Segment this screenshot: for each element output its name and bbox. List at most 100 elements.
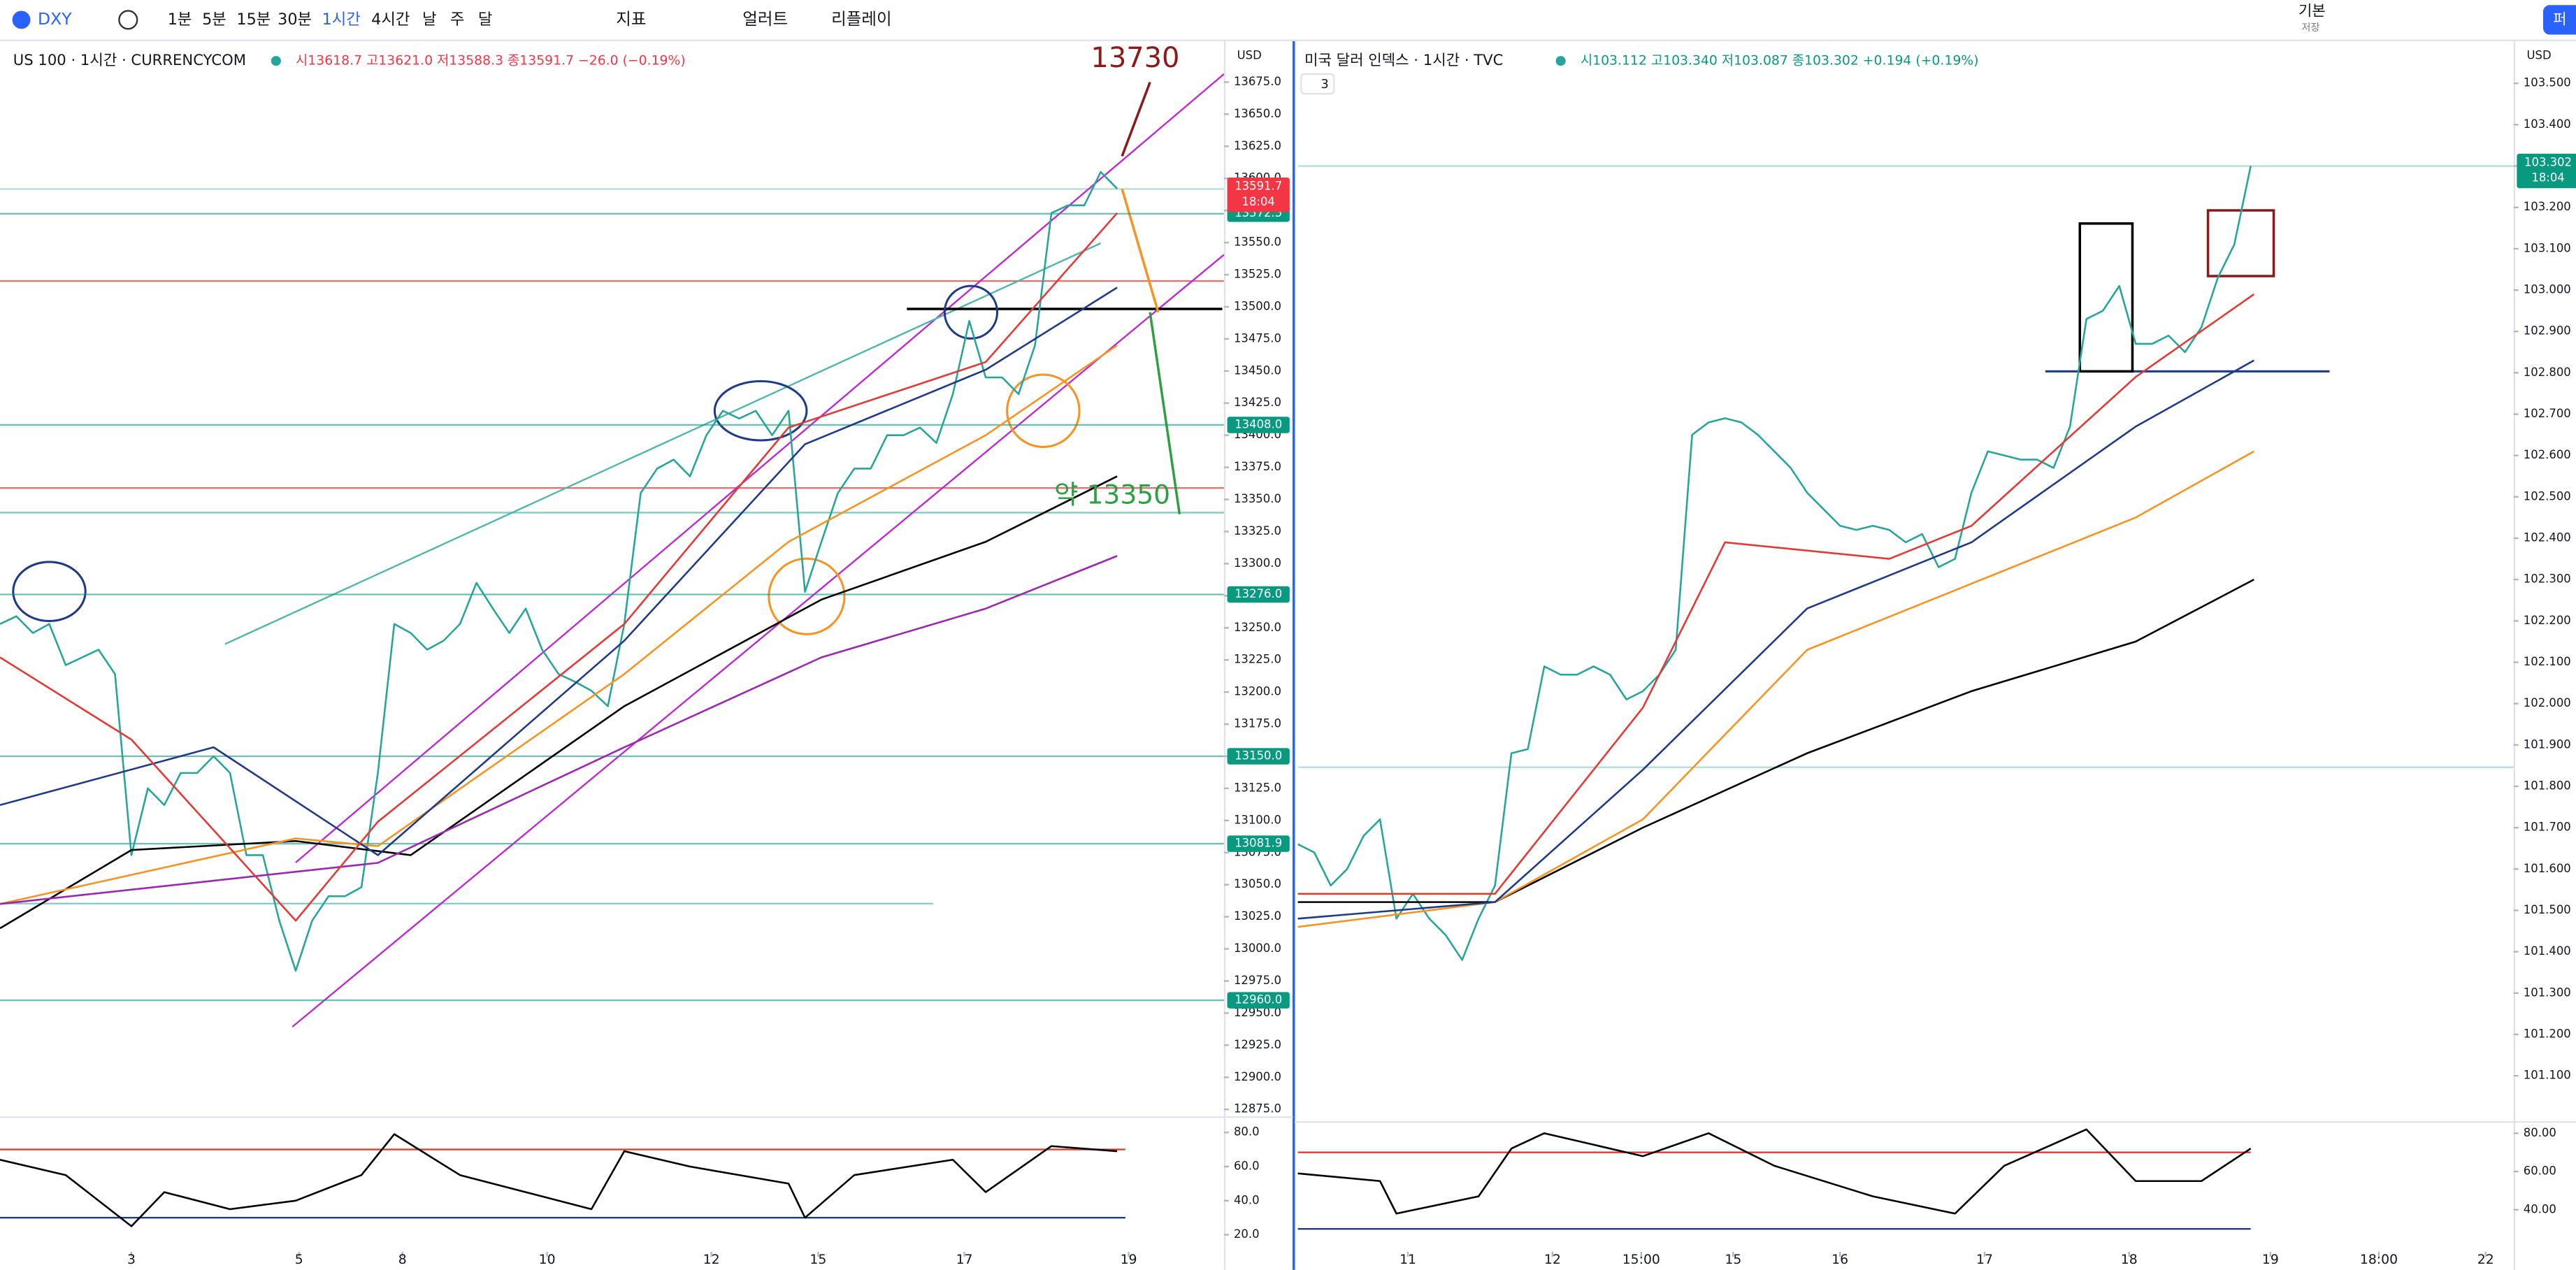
series-line	[0, 212, 1118, 922]
series-line	[0, 287, 1118, 856]
last-price-label: 13591.7	[1235, 179, 1282, 192]
y-tick-label: 101.700	[2524, 821, 2571, 834]
x-tick-label: 10	[539, 1253, 556, 1267]
y-tick-label: 13375.0	[1234, 460, 1281, 473]
interval[interactable]: 5분	[202, 10, 226, 29]
interval[interactable]: 1분	[168, 10, 192, 29]
y-tick-label: 102.700	[2524, 407, 2571, 420]
indicators[interactable]: 지표	[616, 9, 646, 29]
rsi-tick-label: 80.0	[1234, 1125, 1260, 1139]
y-tick-label: 13525.0	[1234, 268, 1281, 281]
price-tag	[1227, 748, 1290, 765]
price-tag-label: 12960.0	[1235, 993, 1282, 1006]
y-tick-label: 13025.0	[1234, 909, 1281, 923]
publish-button[interactable]	[2543, 5, 2576, 35]
interval[interactable]: 1시간	[322, 10, 361, 29]
price-tag	[1227, 586, 1290, 603]
ohlc-legend: 시13618.7 고13621.0 저13588.3 종13591.7 −26.…	[296, 53, 686, 68]
series-line	[0, 475, 1118, 930]
series-line	[0, 555, 1118, 905]
interval[interactable]: 주	[450, 10, 465, 29]
interval[interactable]: 30분	[278, 10, 312, 29]
y-tick-label: 101.300	[2524, 986, 2571, 999]
countdown: 18:04	[2531, 171, 2564, 185]
y-tick-label: 101.600	[2524, 862, 2571, 875]
replay[interactable]: 리플레이	[831, 9, 891, 29]
x-tick-label: 12	[703, 1253, 720, 1267]
x-tick-label: 8	[398, 1253, 407, 1267]
interval[interactable]: 달	[478, 10, 493, 29]
y-tick-label: 13500.0	[1234, 299, 1281, 312]
y-tick-label: 13675.0	[1234, 75, 1281, 88]
y-tick-label: 13200.0	[1234, 685, 1281, 698]
y-tick-label: 103.100	[2524, 241, 2571, 254]
y-tick-label: 13300.0	[1234, 556, 1281, 570]
series-line	[1297, 293, 2255, 895]
rsi-tick-label: 60.00	[2524, 1164, 2556, 1178]
y-tick-label: 13350.0	[1234, 492, 1281, 505]
y-tick-label: 102.900	[2524, 324, 2571, 338]
interval[interactable]: 15분	[236, 10, 271, 29]
currency: USD	[2526, 49, 2551, 62]
price-tag	[1227, 992, 1290, 1009]
x-tick-label: 16	[1832, 1253, 1848, 1267]
y-tick-label: 103.000	[2524, 283, 2571, 296]
status-dot	[271, 56, 281, 66]
x-tick-label: 18:00	[2360, 1253, 2398, 1267]
price-tag-label: 13408.0	[1235, 417, 1282, 431]
layout-save[interactable]: 저장	[2302, 22, 2320, 34]
price-tag-label: 13276.0	[1235, 587, 1282, 600]
badge-label: 3	[1321, 78, 1329, 92]
price-tag-label: 13150.0	[1235, 749, 1282, 762]
series-line	[1297, 359, 2255, 920]
y-tick-label: 102.400	[2524, 531, 2571, 544]
y-tick-label: 102.500	[2524, 489, 2571, 503]
x-tick-label: 3	[127, 1253, 136, 1267]
y-tick-label: 12875.0	[1234, 1102, 1281, 1116]
y-tick-label: 103.500	[2524, 76, 2571, 89]
circle	[1006, 373, 1081, 448]
rsi-line	[1297, 1128, 2252, 1215]
y-tick-label: 13625.0	[1234, 139, 1281, 152]
status-dot	[1555, 56, 1566, 66]
y-tick-label: 102.100	[2524, 655, 2571, 668]
alerts[interactable]: 얼러트	[742, 9, 788, 29]
y-tick-label: 103.200	[2524, 200, 2571, 213]
y-tick-label: 13325.0	[1234, 524, 1281, 537]
y-tick-label: 13050.0	[1234, 877, 1281, 890]
series-line	[1297, 166, 2252, 961]
rsi-tick-label: 40.0	[1234, 1193, 1260, 1206]
x-tick-label: 11	[1399, 1253, 1416, 1267]
y-tick-label: 12975.0	[1234, 974, 1281, 987]
y-tick-label: 13425.0	[1234, 396, 1281, 409]
y-tick-label: 102.200	[2524, 614, 2571, 627]
series-line	[0, 171, 1118, 972]
y-tick-label: 12900.0	[1234, 1070, 1281, 1083]
publish-label[interactable]: 퍼	[2553, 10, 2566, 27]
box	[2078, 222, 2134, 373]
rsi-line	[0, 1133, 1118, 1227]
y-tick-label: 102.600	[2524, 448, 2571, 461]
x-tick-label: 15	[1725, 1253, 1741, 1267]
interval[interactable]: 4시간	[371, 10, 410, 29]
x-tick-label: 17	[956, 1253, 973, 1267]
layout-name[interactable]: 기본	[2298, 2, 2326, 20]
y-tick-label: 13250.0	[1234, 621, 1281, 634]
symbol[interactable]: DXY	[38, 9, 72, 29]
y-tick-label: 101.200	[2524, 1027, 2571, 1040]
x-tick-label: 15	[810, 1253, 826, 1267]
rsi-tick-label: 60.0	[1234, 1160, 1260, 1173]
projection	[1121, 82, 1151, 157]
toolbar: DXY 지표 얼러트 리플레이 기본 저장 퍼	[0, 2, 2576, 41]
y-tick-label: 13650.0	[1234, 107, 1281, 120]
badge[interactable]	[1300, 73, 1335, 95]
interval[interactable]: 날	[422, 10, 437, 29]
add-symbol[interactable]	[118, 10, 138, 30]
chart-title: US 100 · 1시간 · CURRENCYCOM	[13, 51, 246, 68]
countdown: 18:04	[1242, 195, 1275, 208]
x-tick-label: 18	[2121, 1253, 2138, 1267]
x-tick-label: 15:00	[1622, 1253, 1660, 1267]
rsi-tick-label: 40.00	[2524, 1202, 2556, 1215]
last-price-tag	[2517, 153, 2576, 189]
